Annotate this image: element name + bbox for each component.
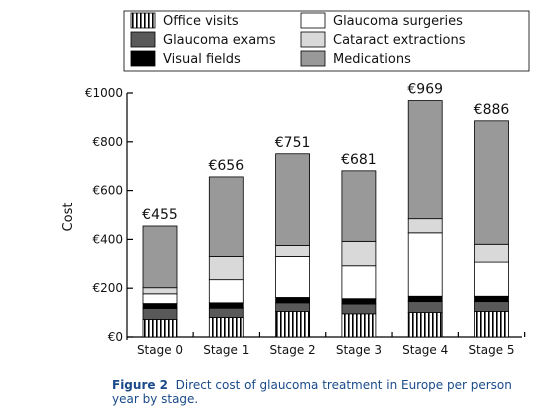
bar-total-label: €455 — [142, 207, 178, 223]
bar-segment — [341, 170, 377, 242]
bar-segment — [208, 279, 244, 304]
bar-segment — [208, 256, 244, 281]
bar-segment — [407, 295, 443, 303]
bar-segment — [275, 310, 311, 338]
bar-segment — [142, 303, 178, 309]
bar-segment — [341, 298, 377, 305]
bar-segment — [341, 240, 377, 267]
caption-text: Direct cost of glaucoma treatment in Eur… — [112, 378, 512, 406]
y-tick-label: €0 — [108, 330, 123, 344]
bar-segment — [407, 312, 443, 338]
bar-segment — [275, 153, 311, 246]
bar-segment — [341, 313, 377, 338]
bar-segment — [474, 120, 509, 245]
stacked-bar-chart: Office visits Glaucoma exams Visual fields… — [61, 10, 530, 357]
bar-segment — [341, 303, 377, 315]
bar-segment — [208, 176, 244, 257]
x-tick-label: Stage 3 — [336, 343, 382, 357]
y-axis-label: Cost — [61, 203, 76, 232]
bar-segment — [275, 245, 311, 257]
legend-swatch — [130, 31, 156, 48]
bar-segment — [407, 100, 443, 220]
legend: Office visits Glaucoma exams Visual fields… — [123, 10, 530, 72]
x-tick-label: Stage 2 — [270, 343, 316, 357]
x-tick-label: Stage 4 — [402, 343, 448, 357]
bars: €455 €656 €751 €681 €969 €886 — [142, 82, 510, 338]
bar-total-label: €886 — [474, 102, 510, 118]
y-tick-label: €400 — [92, 232, 123, 246]
bar-segment — [275, 297, 311, 304]
bar-segment — [208, 307, 244, 318]
x-tick-label: Stage 5 — [468, 343, 514, 357]
legend-swatch — [130, 50, 156, 67]
legend-swatch — [300, 31, 326, 48]
bar-segment — [474, 310, 509, 338]
bar-segment — [142, 319, 178, 338]
bar-total-label: €681 — [341, 152, 377, 168]
bar-segment — [142, 287, 178, 295]
bar-segment — [474, 295, 509, 303]
bar-segment — [407, 218, 443, 234]
bar-segment — [275, 302, 311, 312]
figure-caption: Figure 2 Direct cost of glaucoma treatme… — [112, 378, 527, 406]
y-tick-label: €1000 — [85, 86, 123, 100]
caption-label: Figure 2 — [112, 378, 169, 392]
x-tick-label: Stage 1 — [203, 343, 249, 357]
bar-segment — [341, 265, 377, 300]
bar-segment — [474, 261, 509, 297]
legend-frame — [123, 10, 530, 72]
bar-segment — [208, 302, 244, 309]
bar-segment — [407, 301, 443, 313]
x-axis: Stage 0 Stage 1 Stage 2 Stage 3 Stage 4 Stage… — [127, 332, 526, 357]
bar-segment — [275, 256, 311, 298]
y-tick-label: €200 — [92, 281, 123, 295]
bar-total-label: €751 — [275, 135, 311, 151]
bar-segment — [142, 293, 178, 304]
bar-segment — [142, 225, 178, 289]
legend-label: Glaucoma exams — [163, 33, 276, 48]
bar-segment — [474, 301, 509, 312]
bar-segment — [407, 232, 443, 297]
bar-segment — [474, 243, 509, 263]
y-tick-label: €800 — [92, 135, 123, 149]
x-tick-label: Stage 0 — [137, 343, 183, 357]
bar-total-label: €969 — [407, 82, 443, 98]
bar-total-label: €656 — [208, 158, 244, 174]
legend-swatch — [300, 12, 326, 29]
bar-segment — [142, 308, 178, 320]
legend-label: Visual fields — [163, 52, 241, 67]
legend-label: Glaucoma surgeries — [333, 14, 463, 29]
legend-label: Cataract extractions — [333, 33, 466, 48]
legend-label: Medications — [333, 52, 411, 67]
legend-label: Office visits — [163, 14, 239, 29]
legend-swatch — [300, 50, 326, 67]
bar-segment — [208, 317, 244, 338]
y-axis: €0 €200 €400 €600 €800 €1000 — [85, 86, 133, 344]
y-tick-label: €600 — [92, 184, 123, 198]
legend-swatch — [130, 12, 156, 29]
